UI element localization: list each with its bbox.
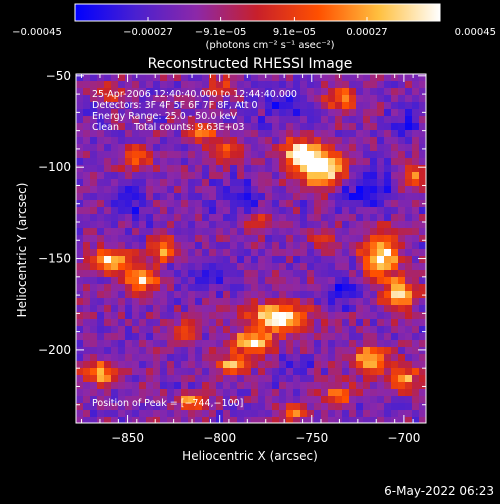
plot-frame [75, 73, 427, 424]
y-tick-label: −100 [38, 160, 71, 174]
chart-title: Reconstructed RHESSI Image [148, 56, 353, 72]
colorbar-tick-label: 0.00027 [346, 27, 387, 38]
colorbar: −0.00045 −0.00027 −9.1e−05 9.1e−05 0.00027 0.… [12, 3, 496, 51]
colorbar-gradient [74, 3, 441, 22]
annotation-energy-range: Energy Range: 25.0 - 50.0 keV [92, 111, 237, 122]
y-tick-label: −50 [46, 69, 71, 83]
y-tick-label: −150 [38, 252, 71, 266]
colorbar-tick-label: −0.00045 [12, 27, 62, 38]
x-tick-label: −800 [203, 431, 236, 445]
date-stamp: 6-May-2022 06:23 [384, 484, 494, 498]
annotation-block: 25-Apr-2006 12:40:40.000 to 12:44:40.000… [92, 89, 297, 409]
x-tick-label: −700 [387, 431, 420, 445]
colorbar-tick-label: 0.00045 [455, 27, 496, 38]
x-axis-label: Heliocentric X (arcsec) [182, 449, 318, 463]
colorbar-tick-label: −0.00027 [123, 27, 173, 38]
annotation-detectors: Detectors: 3F 4F 5F 6F 7F 8F, Att 0 [92, 100, 258, 111]
x-tick-label: −750 [295, 431, 328, 445]
y-tick-label: −200 [38, 343, 71, 357]
colorbar-tick-label: −9.1e−05 [195, 27, 247, 38]
colorbar-ticks: −0.00045 −0.00027 −9.1e−05 9.1e−05 0.00027 0.… [12, 17, 496, 38]
annotation-peak-position: Position of Peak = [−744,−100] [92, 398, 243, 409]
annotation-total-counts: Clean Total counts: 9.63E+03 [92, 122, 244, 133]
colorbar-unit-label: (photons cm⁻² s⁻¹ asec⁻²) [205, 40, 334, 51]
x-tick-label: −850 [111, 431, 144, 445]
plot-area: 25-Apr-2006 12:40:40.000 to 12:44:40.000… [38, 69, 427, 445]
colorbar-tick-label: 9.1e−05 [273, 27, 316, 38]
y-axis-label: Heliocentric Y (arcsec) [15, 183, 29, 318]
annotation-time-range: 25-Apr-2006 12:40:40.000 to 12:44:40.000 [92, 89, 297, 100]
heatmap-image [76, 74, 426, 423]
axis-ticks: −850 −800 −750 −700 −50 −100 −150 −200 [38, 69, 426, 445]
